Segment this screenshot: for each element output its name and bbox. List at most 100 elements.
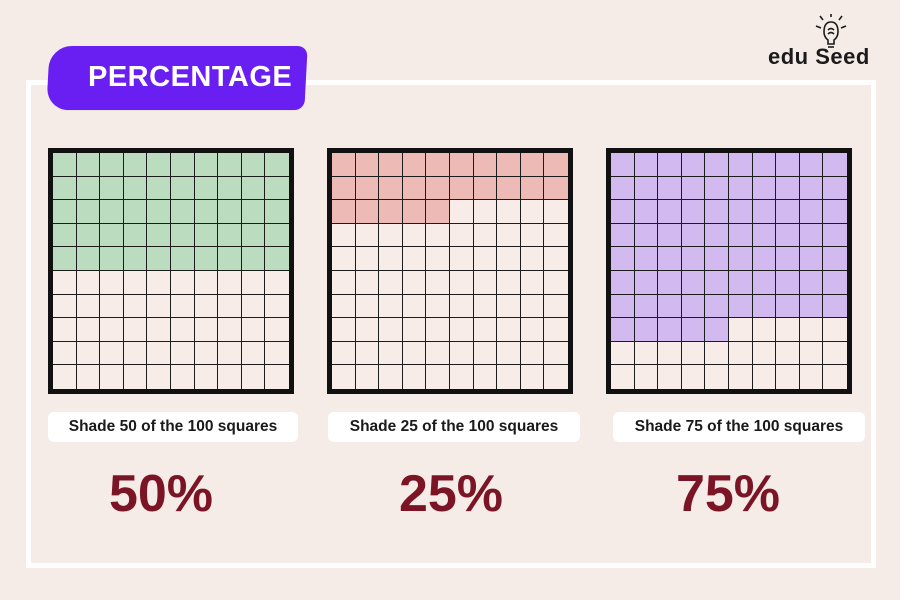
unshaded-square [355, 365, 380, 389]
shaded-square [355, 200, 380, 224]
shaded-square [123, 153, 148, 177]
unshaded-square [658, 365, 682, 389]
unshaded-square [379, 294, 403, 319]
percentage-grid-50 [48, 148, 294, 394]
shaded-square [611, 223, 635, 248]
shaded-square [658, 247, 682, 271]
shaded-square [332, 176, 356, 201]
shaded-square [265, 247, 289, 271]
shaded-square [241, 200, 266, 224]
unshaded-square [355, 341, 380, 366]
shaded-square [241, 247, 266, 271]
unshaded-square [76, 341, 101, 366]
unshaded-square [520, 271, 545, 295]
shaded-square [426, 200, 450, 224]
unshaded-square [194, 318, 219, 342]
unshaded-square [450, 341, 474, 366]
unshaded-square [147, 294, 171, 319]
shaded-square [355, 153, 380, 177]
unshaded-square [147, 341, 171, 366]
shaded-square [171, 223, 195, 248]
shaded-square [681, 153, 706, 177]
unshaded-square [100, 341, 124, 366]
unshaded-square [473, 318, 498, 342]
caption-panel-1: Shade 50 of the 100 squares [48, 412, 298, 442]
shaded-square [379, 200, 403, 224]
shaded-square [611, 153, 635, 177]
shaded-square [705, 153, 729, 177]
shaded-square [634, 176, 659, 201]
unshaded-square [450, 271, 474, 295]
shaded-square [544, 176, 568, 201]
unshaded-square [355, 223, 380, 248]
shaded-square [53, 200, 77, 224]
page-title: PERCENTAGE [88, 61, 293, 93]
unshaded-square [823, 341, 847, 366]
shaded-square [100, 247, 124, 271]
unshaded-square [171, 318, 195, 342]
unshaded-square [100, 271, 124, 295]
shaded-square [799, 271, 824, 295]
shaded-square [402, 176, 427, 201]
shaded-square [634, 153, 659, 177]
unshaded-square [634, 341, 659, 366]
unshaded-square [147, 271, 171, 295]
unshaded-square [776, 341, 800, 366]
unshaded-square [705, 365, 729, 389]
shaded-square [379, 153, 403, 177]
unshaded-square [544, 365, 568, 389]
shaded-square [776, 247, 800, 271]
shaded-square [752, 294, 777, 319]
shaded-square [705, 223, 729, 248]
shaded-square [332, 153, 356, 177]
unshaded-square [53, 365, 77, 389]
shaded-square [53, 247, 77, 271]
unshaded-square [76, 365, 101, 389]
shaded-square [473, 176, 498, 201]
shaded-square [123, 223, 148, 248]
unshaded-square [332, 271, 356, 295]
unshaded-square [402, 247, 427, 271]
unshaded-square [100, 294, 124, 319]
unshaded-square [402, 271, 427, 295]
unshaded-square [379, 247, 403, 271]
unshaded-square [611, 341, 635, 366]
shaded-square [705, 247, 729, 271]
unshaded-square [332, 365, 356, 389]
unshaded-square [705, 341, 729, 366]
unshaded-square [473, 341, 498, 366]
unshaded-square [123, 271, 148, 295]
unshaded-square [752, 365, 777, 389]
shaded-square [171, 200, 195, 224]
shaded-square [53, 176, 77, 201]
unshaded-square [473, 223, 498, 248]
unshaded-square [218, 318, 242, 342]
shaded-square [218, 200, 242, 224]
shaded-square [147, 153, 171, 177]
unshaded-square [497, 318, 521, 342]
unshaded-square [402, 223, 427, 248]
unshaded-square [497, 223, 521, 248]
unshaded-square [520, 294, 545, 319]
shaded-square [823, 294, 847, 319]
unshaded-square [123, 341, 148, 366]
shaded-square [799, 294, 824, 319]
shaded-square [611, 271, 635, 295]
shaded-square [752, 247, 777, 271]
shaded-square [729, 271, 753, 295]
shaded-square [823, 153, 847, 177]
caption-panel-3: Shade 75 of the 100 squares [613, 412, 865, 442]
unshaded-square [450, 318, 474, 342]
unshaded-square [729, 341, 753, 366]
unshaded-square [497, 365, 521, 389]
shaded-square [658, 223, 682, 248]
lightbulb-brain-icon [815, 14, 847, 48]
shaded-square [681, 247, 706, 271]
unshaded-square [426, 365, 450, 389]
unshaded-square [241, 341, 266, 366]
shaded-square [729, 176, 753, 201]
unshaded-square [544, 318, 568, 342]
percent-value-3: 75% [675, 465, 781, 523]
unshaded-square [823, 318, 847, 342]
shaded-square [218, 153, 242, 177]
